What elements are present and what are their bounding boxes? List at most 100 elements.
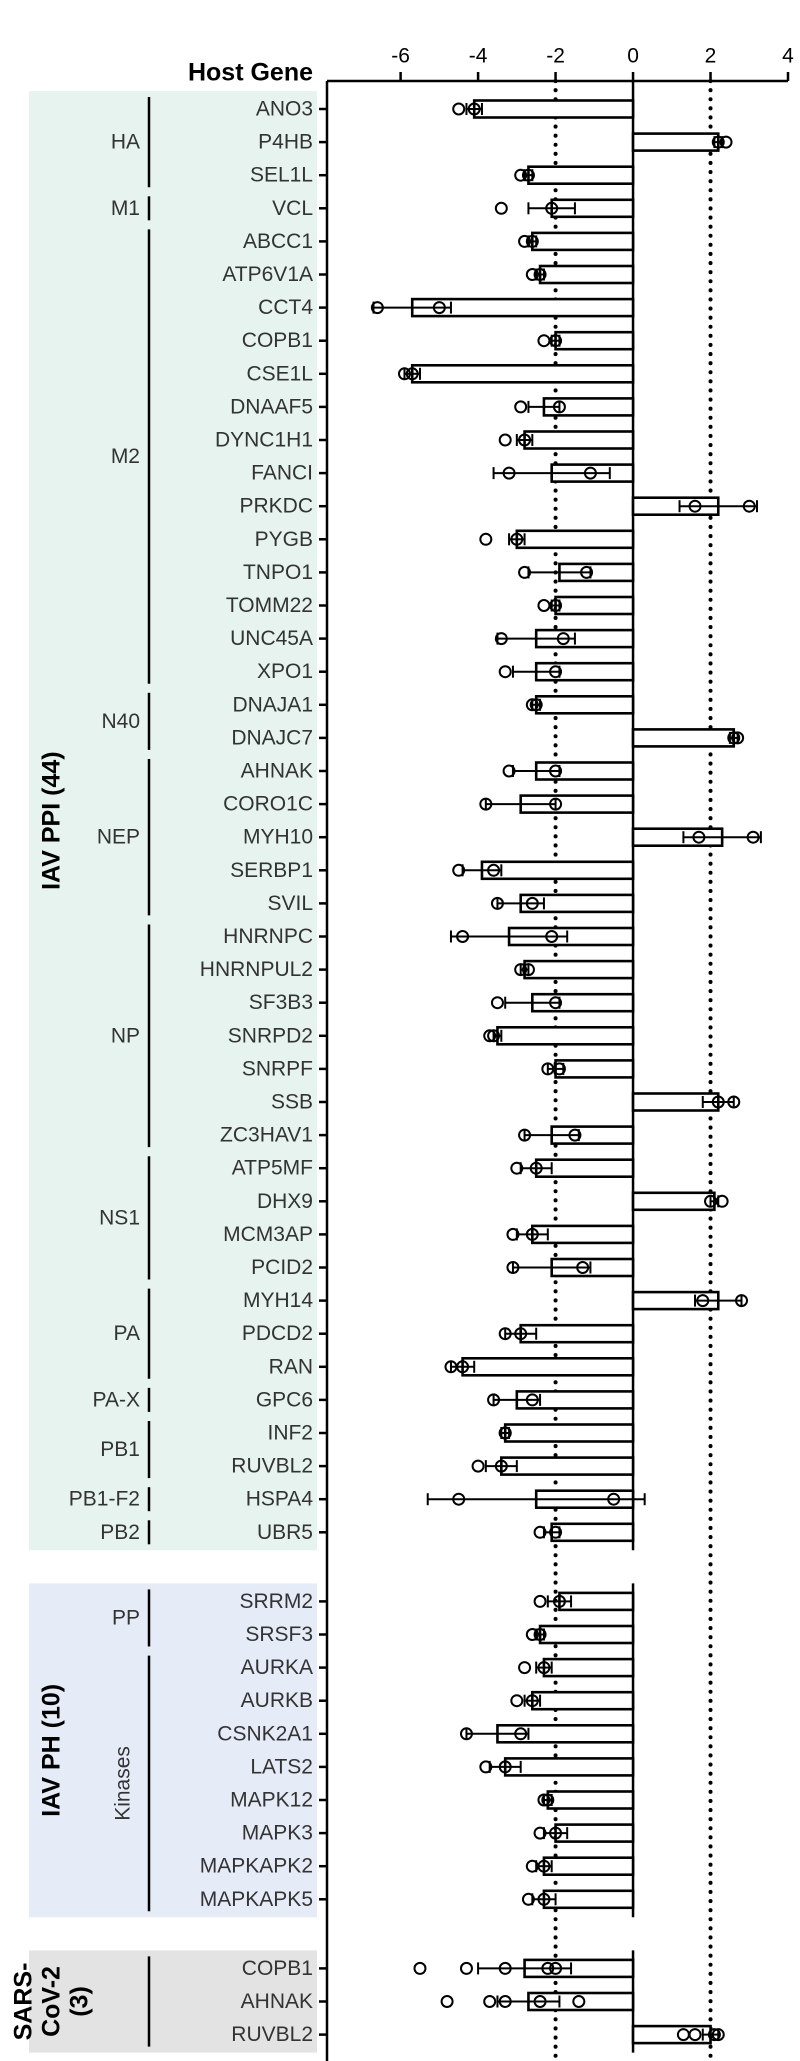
data-point <box>459 1961 473 1975</box>
data-point <box>711 2028 725 2042</box>
data-point <box>545 201 559 215</box>
bar <box>515 529 635 550</box>
bar <box>410 363 635 384</box>
gene-label: MAPK3 <box>242 1822 313 1845</box>
gene-label: CCT4 <box>258 296 313 319</box>
data-point <box>490 896 504 910</box>
error-bar <box>465 1727 530 1740</box>
x-tick-label: 4 <box>782 45 794 68</box>
bar <box>554 595 635 616</box>
gene-label: SRSF3 <box>245 1623 313 1646</box>
data-point <box>549 1525 563 1539</box>
section-label: SARS- <box>10 1963 38 2041</box>
gene-label: RAN <box>269 1355 313 1378</box>
gene-label: MAPKAPK2 <box>200 1855 313 1878</box>
data-point <box>452 1492 466 1506</box>
error-bar <box>496 1995 561 2008</box>
error-bar <box>484 1460 518 1473</box>
data-point <box>533 1628 547 1641</box>
data-point <box>525 1628 539 1641</box>
gene-label: DNAJA1 <box>232 693 313 716</box>
data-point <box>552 400 566 414</box>
data-point <box>518 565 532 579</box>
data-point <box>525 1694 539 1708</box>
data-point <box>719 135 733 149</box>
data-point <box>580 565 594 579</box>
group-label: PB2 <box>100 1521 140 1544</box>
data-point <box>583 466 597 480</box>
gene-label: DNAAF5 <box>230 395 313 418</box>
bar <box>527 165 635 185</box>
bar <box>500 1456 635 1476</box>
data-point <box>533 1995 547 2008</box>
gene-label: TOMM22 <box>226 594 313 617</box>
data-point <box>459 1727 473 1741</box>
data-point <box>537 1793 551 1807</box>
gene-label: HNRNPUL2 <box>200 958 313 981</box>
data-point <box>510 532 524 546</box>
data-point <box>525 698 539 712</box>
group-label: PB1-F2 <box>69 1488 140 1511</box>
gene-label: AHNAK <box>241 760 313 783</box>
data-point <box>533 1594 547 1608</box>
group-label: N40 <box>101 710 140 733</box>
gene-label: AHNAK <box>241 1990 313 2013</box>
gene-label: AURKA <box>241 1656 313 1679</box>
gene-label: SF3B3 <box>249 991 313 1014</box>
bar <box>631 1191 716 1212</box>
data-point <box>452 863 466 877</box>
data-point <box>487 1393 501 1407</box>
data-point <box>397 367 411 381</box>
data-point <box>494 1459 508 1473</box>
gene-label: P4HB <box>258 131 313 154</box>
data-point <box>525 234 539 248</box>
data-point <box>568 1128 582 1142</box>
data-point <box>572 1995 586 2008</box>
error-bar <box>694 1294 743 1307</box>
bar <box>546 1790 635 1810</box>
gene-label: COPB1 <box>242 1957 313 1980</box>
data-point <box>498 665 512 679</box>
data-point <box>490 996 504 1010</box>
backgrounds <box>29 91 317 2053</box>
gene-label: DNAJC7 <box>231 726 313 749</box>
data-point <box>545 930 559 943</box>
data-point <box>514 168 528 182</box>
data-point <box>498 1327 512 1341</box>
data-point <box>529 698 543 712</box>
data-point <box>471 1459 485 1473</box>
gene-label: MYH10 <box>243 826 313 849</box>
data-point <box>688 2028 702 2042</box>
gene-label: RUVBL2 <box>231 2023 313 2046</box>
data-point <box>533 1525 547 1539</box>
data-point <box>735 1294 749 1308</box>
data-point <box>688 499 702 513</box>
data-point <box>370 301 384 315</box>
data-point <box>696 1294 710 1308</box>
data-point <box>537 334 551 348</box>
gene-label: ZC3HAV1 <box>220 1124 313 1147</box>
data-point <box>537 1859 551 1873</box>
bar <box>461 1357 635 1377</box>
data-point <box>518 234 532 248</box>
data-point <box>510 1694 524 1708</box>
data-point <box>518 1128 532 1142</box>
group-label: NP <box>111 1024 140 1047</box>
data-point <box>549 665 563 679</box>
section-background <box>29 1583 317 1918</box>
gene-label: MAPKAPK5 <box>200 1888 313 1911</box>
data-point <box>549 996 563 1010</box>
marks <box>370 99 762 2045</box>
gene-label: PYGB <box>255 528 313 551</box>
x-tick-label: 2 <box>705 45 717 68</box>
data-point <box>502 466 516 480</box>
gene-label: MAPK12 <box>230 1789 313 1812</box>
data-point <box>479 797 493 811</box>
data-point <box>731 731 745 745</box>
group-label: M1 <box>111 197 140 220</box>
group-label: PA <box>114 1322 140 1345</box>
data-point <box>533 268 547 281</box>
gene-label: SVIL <box>267 892 313 915</box>
data-point <box>727 1095 741 1109</box>
bar <box>523 430 635 450</box>
